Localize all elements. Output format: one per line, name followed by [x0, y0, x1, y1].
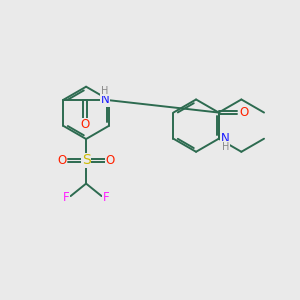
Text: H: H — [101, 86, 109, 96]
Text: H: H — [222, 142, 229, 152]
Text: F: F — [63, 191, 70, 204]
Text: F: F — [103, 191, 109, 204]
Text: O: O — [80, 118, 89, 131]
Text: N: N — [221, 132, 230, 145]
Text: O: O — [106, 154, 115, 167]
Text: S: S — [82, 153, 91, 167]
Text: O: O — [57, 154, 66, 167]
Text: N: N — [101, 93, 110, 106]
Text: O: O — [239, 106, 248, 119]
